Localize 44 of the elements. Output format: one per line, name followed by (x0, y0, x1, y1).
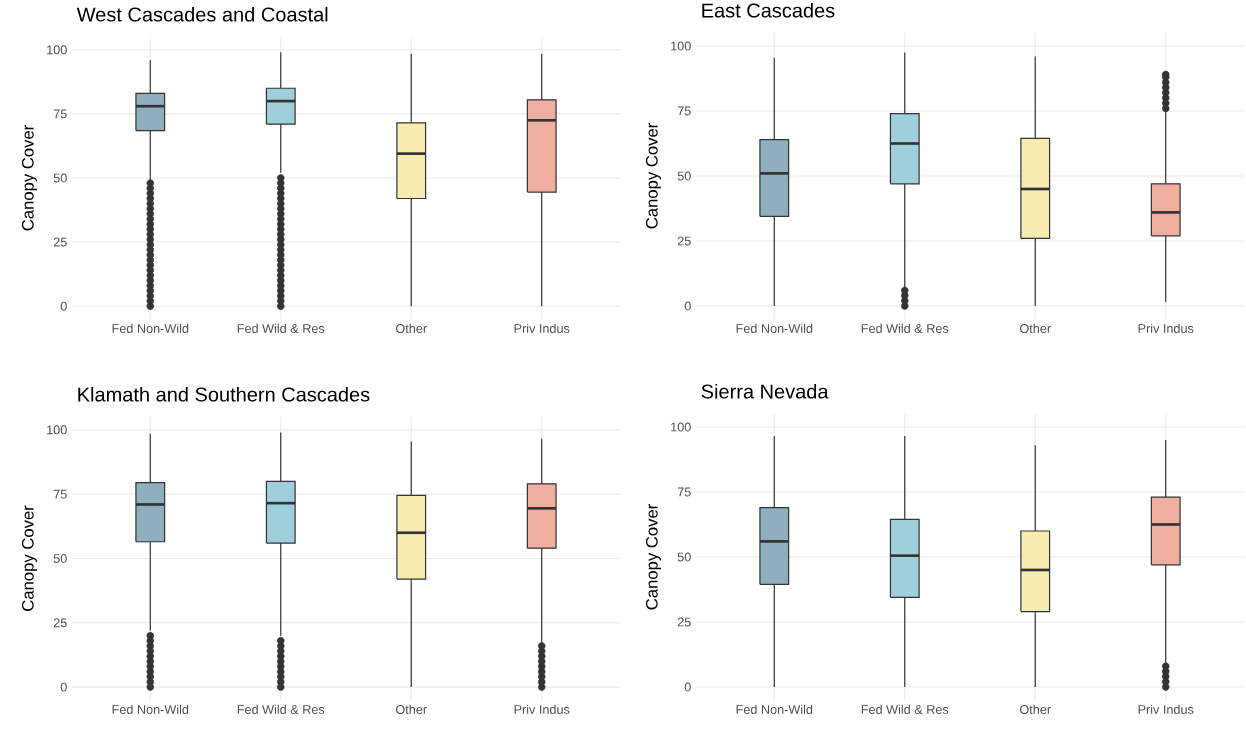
x-tick-label: Other (396, 323, 427, 333)
chart-title: Sierra Nevada (701, 383, 829, 399)
x-tick-label: Fed Wild & Res (237, 704, 325, 714)
x-tick-label: Fed Non-Wild (112, 704, 189, 714)
x-tick-label: Other (396, 704, 427, 714)
x-tick-label: Fed Non-Wild (736, 704, 813, 714)
x-tick-label: Other (1020, 323, 1051, 333)
y-tick-label: 100 (47, 45, 67, 55)
y-tick-label: 75 (677, 106, 691, 116)
y-tick-label: 25 (53, 618, 67, 628)
y-tick-label: 0 (60, 682, 67, 692)
y-tick-label: 25 (677, 617, 691, 627)
chart-title: Klamath and Southern Cascades (78, 386, 370, 402)
y-axis-title: Canopy Cover (21, 125, 37, 231)
y-axis-title: Canopy Cover (21, 505, 37, 611)
y-tick-label: 75 (53, 109, 67, 119)
x-tick-label: Fed Non-Wild (112, 323, 189, 333)
x-tick-label: Priv Indus (514, 323, 570, 333)
x-tick-label: Priv Indus (1138, 323, 1194, 333)
chart-title: East Cascades (702, 2, 835, 18)
y-tick-label: 50 (53, 554, 67, 563)
y-axis-title: Canopy Cover (645, 504, 661, 610)
chart-title: West Cascades and Coastal (76, 6, 328, 22)
y-tick-label: 25 (677, 236, 691, 246)
y-tick-label: 75 (677, 487, 691, 497)
x-tick-label: Fed Wild & Res (861, 704, 949, 714)
y-axis-title: Canopy Cover (645, 123, 661, 229)
y-tick-label: 100 (671, 41, 691, 51)
y-tick-label: 100 (47, 425, 67, 435)
x-tick-label: Other (1020, 704, 1051, 714)
x-tick-label: Fed Wild & Res (237, 323, 325, 333)
y-tick-label: 25 (53, 237, 67, 247)
y-tick-label: 50 (53, 173, 67, 183)
y-tick-label: 0 (684, 301, 691, 311)
y-tick-label: 100 (671, 422, 691, 432)
x-tick-label: Priv Indus (514, 704, 570, 714)
y-tick-label: 50 (677, 171, 691, 181)
y-tick-label: 75 (53, 489, 67, 499)
x-tick-label: Priv Indus (1138, 704, 1194, 714)
x-tick-label: Fed Wild & Res (861, 323, 949, 333)
y-tick-label: 0 (60, 301, 67, 311)
y-tick-label: 0 (684, 682, 691, 692)
y-tick-label: 50 (677, 552, 691, 562)
x-tick-label: Fed Non-Wild (736, 323, 813, 333)
